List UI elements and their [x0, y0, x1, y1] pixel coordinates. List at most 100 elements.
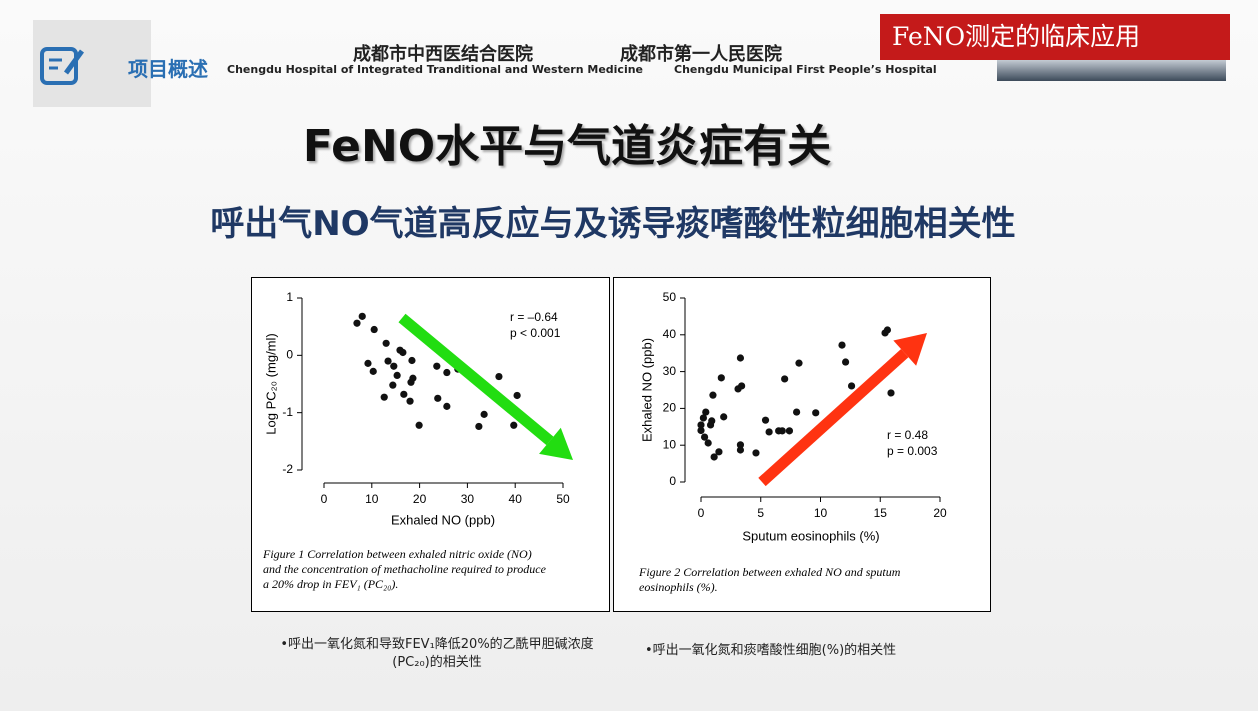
data-point	[434, 394, 442, 402]
y-tick-label: -1	[282, 405, 293, 419]
data-point	[370, 325, 378, 334]
x-tick-label: 5	[757, 506, 764, 520]
data-point	[433, 362, 441, 370]
data-point	[369, 367, 377, 375]
data-point	[364, 359, 372, 367]
y-tick-label: 0	[669, 474, 676, 488]
data-point	[847, 382, 856, 390]
y-tick-label: -2	[282, 462, 293, 476]
data-point	[513, 391, 521, 400]
data-point	[717, 374, 725, 382]
hospital-en: Chengdu Hospital of Integrated Tranditio…	[227, 63, 644, 76]
data-point	[480, 410, 488, 418]
y-tick-label: 10	[663, 437, 677, 451]
figure-caption: and the concentration of methacholine re…	[263, 562, 547, 576]
x-tick-label: 10	[814, 506, 828, 520]
data-point	[415, 421, 423, 429]
data-point	[408, 356, 416, 365]
figure-caption: Figure 1 Correlation between exhaled nit…	[262, 547, 532, 561]
data-point	[358, 312, 366, 320]
x-tick-label: 40	[509, 492, 523, 506]
arrow	[758, 349, 909, 487]
x-tick-label: 0	[698, 506, 705, 520]
data-point	[710, 453, 718, 461]
data-point	[495, 372, 503, 381]
data-point	[887, 389, 895, 397]
data-point	[697, 421, 705, 429]
x-tick-label: 20	[933, 506, 947, 520]
arrow	[398, 313, 554, 446]
data-point	[781, 375, 789, 383]
logo-box	[33, 20, 151, 107]
title: FeNO水平与气道炎症有关	[302, 121, 832, 172]
data-point	[380, 393, 388, 401]
annotation: r = 0.48	[887, 428, 928, 442]
x-tick-label: 20	[413, 492, 427, 506]
x-tick-label: 15	[874, 506, 888, 520]
subtitle: 呼出气NO气道高反应与及诱导痰嗜酸性粒细胞相关性	[210, 204, 1016, 244]
banner-image	[997, 56, 1226, 81]
x-tick-label: 0	[321, 492, 328, 506]
data-point	[399, 348, 407, 357]
x-tick-label: 30	[461, 492, 475, 506]
section-label: 项目概述	[128, 57, 208, 81]
figure-caption: a 20% drop in FEV₁ (PC₂₀).	[263, 577, 398, 591]
data-point	[761, 416, 770, 424]
data-point	[390, 362, 398, 370]
y-tick-label: 0	[286, 348, 293, 362]
figure-caption: Figure 2 Correlation between exhaled NO …	[638, 565, 901, 579]
data-point	[752, 449, 760, 457]
data-point	[699, 414, 707, 422]
data-point	[700, 433, 709, 441]
data-point	[510, 421, 518, 429]
data-point	[704, 439, 712, 447]
data-point	[409, 374, 417, 382]
data-point	[795, 359, 803, 367]
data-point	[708, 417, 716, 425]
y-tick-label: 1	[286, 290, 293, 304]
data-point	[443, 368, 451, 377]
annotation: r = –0.64	[510, 310, 558, 324]
data-point	[720, 413, 728, 421]
data-point	[389, 381, 397, 389]
caption: •呼出一氧化氮和痰嗜酸性细胞(%)的相关性	[645, 643, 897, 658]
data-point	[475, 422, 483, 431]
x-axis-label: Exhaled NO (ppb)	[391, 512, 495, 527]
data-point	[738, 382, 746, 390]
figure-caption: eosinophils (%).	[639, 580, 718, 594]
data-point	[778, 427, 786, 435]
data-point	[400, 390, 408, 398]
x-tick-label: 10	[365, 492, 379, 506]
y-tick-label: 40	[663, 327, 677, 341]
data-point	[702, 408, 710, 416]
data-point	[384, 357, 392, 365]
data-point	[736, 354, 745, 362]
y-tick-label: 30	[663, 364, 677, 378]
y-axis-label: Exhaled NO (ppb)	[639, 338, 654, 442]
data-point	[382, 339, 390, 347]
hospital-cn: 成都市中西医结合医院	[353, 44, 533, 65]
data-point	[353, 319, 361, 327]
data-point	[443, 402, 451, 410]
data-point	[785, 427, 794, 435]
data-point	[793, 408, 801, 416]
data-point	[838, 341, 846, 349]
arrow-head	[539, 427, 573, 460]
caption: •呼出一氧化氮和导致FEV₁降低20%的乙酰甲胆碱浓度(PC₂₀)的相关性	[280, 637, 594, 670]
y-tick-label: 20	[663, 401, 677, 415]
hospital-en: Chengdu Municipal First People’s Hospita…	[674, 63, 937, 76]
data-point	[736, 446, 745, 454]
data-point	[883, 326, 892, 334]
y-tick-label: 50	[663, 290, 677, 304]
x-axis-label: Sputum eosinophils (%)	[742, 528, 879, 543]
data-point	[765, 428, 773, 436]
data-point	[841, 358, 850, 366]
data-point	[736, 441, 745, 449]
logo-icon	[40, 47, 85, 85]
data-point	[812, 409, 820, 417]
y-axis-label: Log PC₂₀ (mg/ml)	[263, 333, 278, 434]
data-point	[715, 448, 723, 456]
arrow-head	[893, 333, 927, 366]
